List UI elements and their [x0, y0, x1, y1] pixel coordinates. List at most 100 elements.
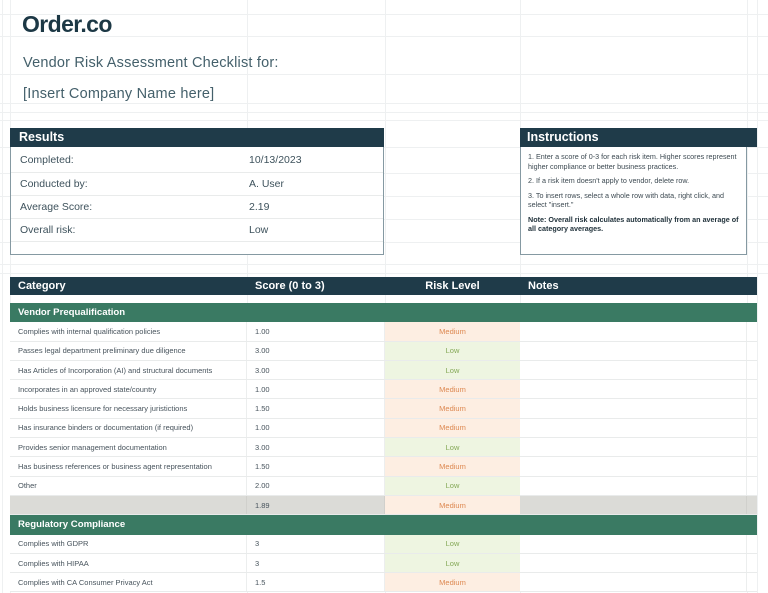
risk-level-cell[interactable]: Low [385, 553, 520, 573]
notes-cell[interactable] [520, 476, 747, 495]
results-value[interactable]: Low [249, 224, 269, 236]
risk-level-cell[interactable]: Medium [385, 573, 520, 592]
score-cell[interactable]: 1.5 [247, 573, 385, 592]
row-edge [747, 457, 757, 475]
column-header-category: Category [18, 279, 66, 292]
table-row: Holds business licensure for necessary j… [10, 399, 757, 419]
company-name-placeholder[interactable]: [Insert Company Name here] [23, 86, 215, 102]
risk-level-cell[interactable]: Medium [385, 457, 520, 476]
notes-cell[interactable] [520, 399, 747, 418]
section-summary-row: 1.89 Medium [10, 495, 757, 516]
column-header-notes: Notes [528, 279, 559, 292]
table-row: Complies with HIPAA 3 Low [10, 553, 757, 574]
page-title: Vendor Risk Assessment Checklist for: [23, 55, 279, 71]
score-cell[interactable]: 3 [247, 534, 385, 553]
notes-cell[interactable] [520, 553, 747, 573]
results-label: Overall risk: [20, 224, 76, 236]
notes-cell[interactable] [520, 380, 747, 399]
row-edge [747, 573, 757, 591]
risk-level-cell[interactable]: Low [385, 476, 520, 495]
row-edge [747, 342, 757, 360]
notes-cell[interactable] [520, 341, 747, 360]
category-cell[interactable]: Passes legal department preliminary due … [10, 341, 247, 360]
score-cell[interactable]: 1.50 [247, 399, 385, 418]
risk-level-cell[interactable]: Medium [385, 495, 520, 515]
notes-cell[interactable] [520, 573, 747, 592]
results-value[interactable]: 10/13/2023 [249, 153, 302, 166]
gridline [2, 0, 3, 593]
row-edge [747, 380, 757, 398]
category-cell[interactable]: Provides senior management documentation [10, 438, 247, 457]
results-row: Conducted by: A. User [11, 173, 383, 196]
instructions-panel: 1. Enter a score of 0-3 for each risk it… [520, 147, 747, 255]
column-header-risk-level: Risk Level [425, 279, 480, 292]
score-cell[interactable]: 1.00 [247, 418, 385, 438]
gridline [0, 196, 768, 197]
section-header[interactable]: Vendor Prequalification [10, 303, 757, 323]
brand-logo: Order.co [22, 11, 112, 37]
table-row: Complies with CA Consumer Privacy Act 1.5… [10, 573, 757, 593]
checklist-header-row: Category Score (0 to 3) Risk Level Notes [10, 277, 757, 295]
notes-cell[interactable] [520, 534, 747, 553]
score-cell[interactable]: 1.89 [247, 495, 385, 515]
instruction-step: 2. If a risk item doesn't apply to vendo… [528, 176, 690, 185]
results-value[interactable]: 2.19 [249, 201, 270, 213]
notes-cell[interactable] [520, 457, 747, 476]
risk-level-cell[interactable]: Low [385, 360, 520, 380]
score-cell[interactable]: 3 [247, 553, 385, 573]
notes-cell[interactable] [520, 438, 747, 457]
instruction-step: 1. Enter a score of 0-3 for each risk it… [528, 152, 737, 171]
table-row: Passes legal department preliminary due … [10, 341, 757, 361]
category-cell[interactable]: Has business references or business agen… [10, 457, 247, 476]
results-label: Average Score: [20, 201, 93, 213]
notes-cell[interactable] [520, 360, 747, 380]
risk-level-cell[interactable]: Low [385, 341, 520, 360]
score-cell[interactable]: 3.00 [247, 438, 385, 457]
column-header-score: Score (0 to 3) [255, 279, 325, 292]
results-row: Completed: 10/13/2023 [11, 147, 383, 173]
gridline [0, 14, 768, 15]
notes-cell[interactable] [520, 418, 747, 438]
gridline [520, 0, 521, 593]
category-cell[interactable]: Complies with internal qualification pol… [10, 322, 247, 341]
gridline [757, 0, 758, 593]
risk-level-cell[interactable]: Medium [385, 322, 520, 341]
category-cell[interactable]: Complies with CA Consumer Privacy Act [10, 573, 247, 592]
section-header[interactable]: Regulatory Compliance [10, 515, 757, 535]
category-cell[interactable]: Complies with GDPR [10, 534, 247, 553]
score-cell[interactable]: 1.50 [247, 457, 385, 476]
category-cell[interactable]: Has Articles of Incorporation (AI) and s… [10, 360, 247, 380]
results-section-header: Results [10, 128, 384, 147]
notes-cell[interactable] [520, 495, 747, 515]
row-edge [747, 554, 757, 572]
results-value[interactable]: A. User [249, 178, 285, 190]
gridline [385, 0, 386, 593]
risk-level-cell[interactable]: Medium [385, 399, 520, 418]
score-cell[interactable]: 3.00 [247, 341, 385, 360]
gridline [747, 0, 748, 593]
category-cell[interactable]: Holds business licensure for necessary j… [10, 399, 247, 418]
row-edge [747, 399, 757, 417]
gridline [0, 112, 768, 113]
risk-level-cell[interactable]: Low [385, 438, 520, 457]
notes-cell[interactable] [520, 322, 747, 341]
category-cell[interactable]: Complies with HIPAA [10, 553, 247, 573]
risk-level-cell[interactable]: Medium [385, 380, 520, 399]
score-cell[interactable]: 1.00 [247, 322, 385, 341]
category-cell[interactable] [10, 495, 247, 515]
risk-level-cell[interactable]: Medium [385, 418, 520, 438]
row-edge [747, 496, 757, 514]
column-header-edge [747, 277, 757, 295]
category-cell[interactable]: Incorporates in an approved state/countr… [10, 380, 247, 399]
table-row: Provides senior management documentation… [10, 438, 757, 458]
risk-level-cell[interactable]: Low [385, 534, 520, 553]
gridline [0, 103, 768, 104]
score-cell[interactable]: 3.00 [247, 360, 385, 380]
gridline [247, 0, 248, 593]
category-cell[interactable]: Has insurance binders or documentation (… [10, 418, 247, 438]
category-cell[interactable]: Other [10, 476, 247, 495]
score-cell[interactable]: 2.00 [247, 476, 385, 495]
score-cell[interactable]: 1.00 [247, 380, 385, 399]
row-edge [747, 535, 757, 553]
results-row: Average Score: 2.19 [11, 196, 383, 219]
